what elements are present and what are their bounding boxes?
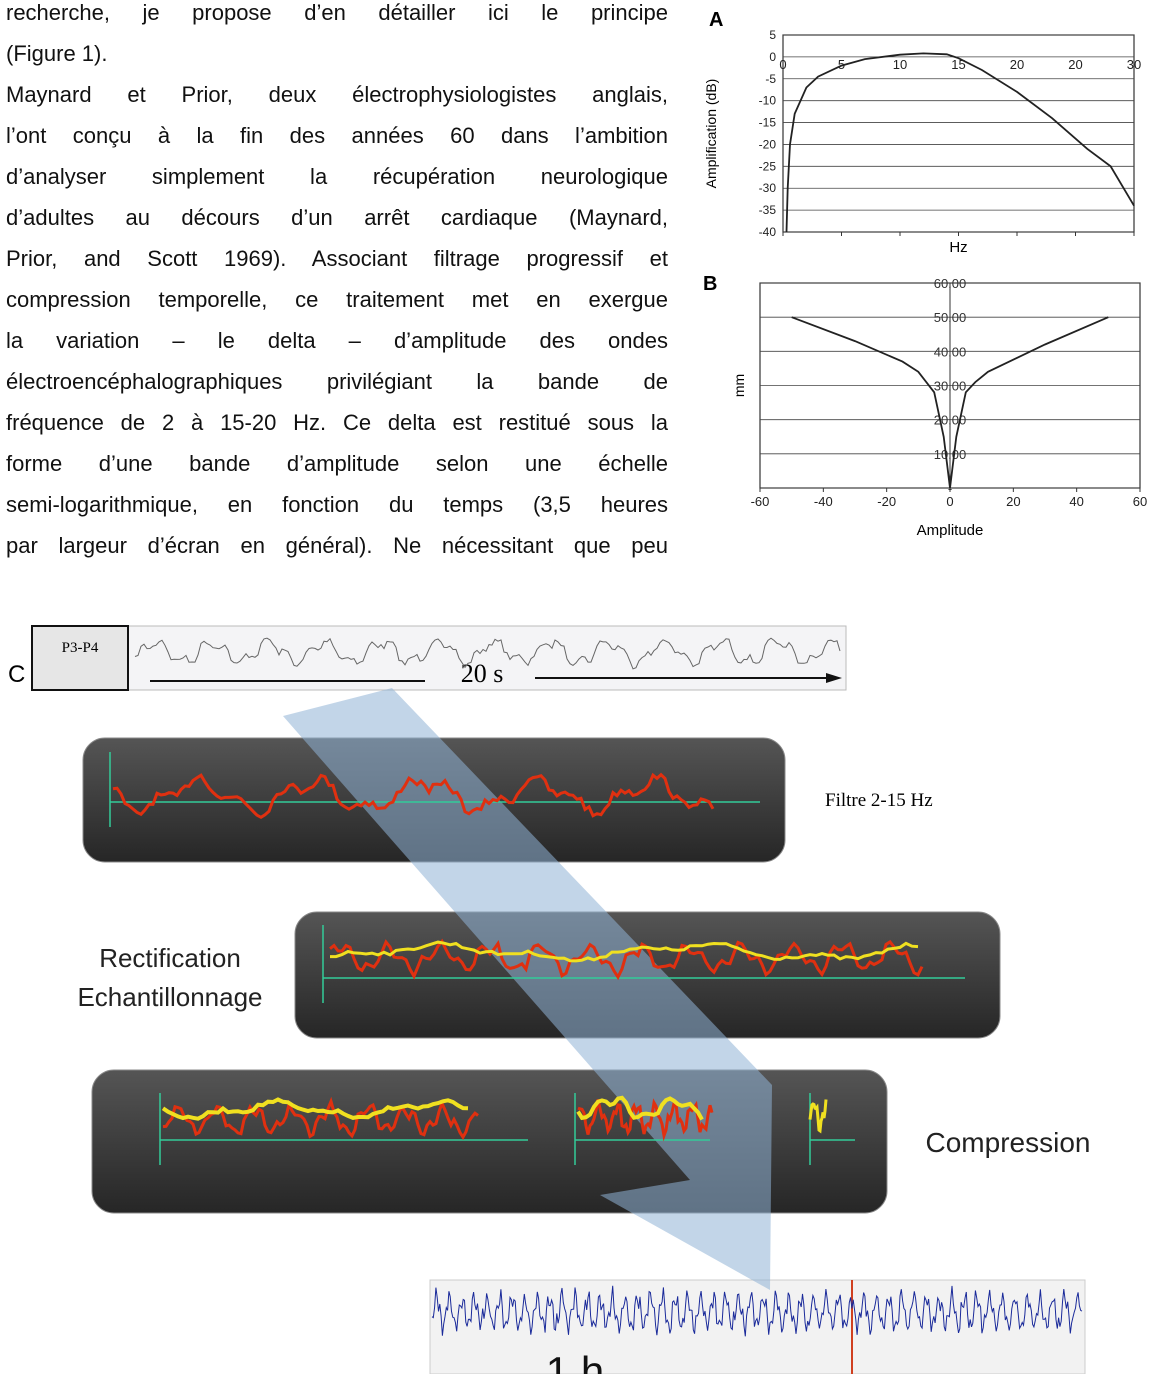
y-axis-label: mm bbox=[731, 374, 747, 397]
waveform bbox=[330, 940, 919, 963]
y-tick-label: -35 bbox=[759, 203, 777, 217]
text-line: d’analyser simplement la récupération ne… bbox=[6, 164, 668, 189]
text-line: forme d’une bande d’amplitude selon une … bbox=[6, 451, 668, 476]
plot-area bbox=[782, 34, 1135, 233]
channel-label: P3-P4 bbox=[62, 640, 99, 656]
duration-label: 20 s bbox=[461, 659, 504, 688]
eeg-strip bbox=[127, 625, 847, 691]
x-tick-label: -20 bbox=[877, 494, 896, 509]
x-tick-label: 5 bbox=[838, 57, 845, 72]
waveform bbox=[112, 772, 715, 820]
x-tick-label: 30 bbox=[1127, 57, 1141, 72]
x-tick-label: 60 bbox=[1133, 494, 1147, 509]
x-tick-label: -40 bbox=[814, 494, 833, 509]
panel-label: A bbox=[709, 9, 723, 31]
text-line: Maynard et Prior, deux électrophysiologi… bbox=[6, 82, 668, 107]
text-line: recherche, je propose d’en détailler ici… bbox=[6, 0, 668, 25]
y-axis-label: Amplification (dB) bbox=[703, 79, 719, 189]
y-tick-label: -30 bbox=[759, 181, 777, 195]
waveform bbox=[431, 1285, 1083, 1337]
text-line: par largeur d’écran en général). Ne néce… bbox=[6, 533, 668, 558]
text-line: électroencéphalographiques privilégiant … bbox=[6, 369, 668, 394]
x-axis-label: Hz bbox=[949, 239, 967, 256]
waveform bbox=[329, 938, 924, 981]
text-line: compression temporelle, ce traitement me… bbox=[6, 287, 668, 312]
y-tick-label: -5 bbox=[765, 72, 776, 86]
y-tick-label: -40 bbox=[759, 225, 777, 239]
text-line: l’ont conçu à la fin des années 60 dans … bbox=[6, 123, 668, 148]
x-tick-label: 20 bbox=[1068, 57, 1082, 72]
text-line: Prior, and Scott 1969). Associant filtra… bbox=[6, 246, 668, 271]
step-label: Filtre 2-15 Hz bbox=[825, 790, 933, 811]
x-tick-label: -60 bbox=[751, 494, 770, 509]
process-arrow bbox=[283, 688, 772, 1290]
y-tick-label: -15 bbox=[759, 116, 777, 130]
line bbox=[791, 316, 1109, 489]
body-text: recherche, je propose d’en détailler ici… bbox=[6, 0, 668, 566]
y-tick-label: -20 bbox=[759, 137, 777, 151]
text-line: fréquence de 2 à 15-20 Hz. Ce delta est … bbox=[6, 410, 668, 435]
waveform bbox=[162, 1096, 479, 1141]
aeeg-strip bbox=[429, 1279, 1086, 1374]
step-label: Rectification bbox=[99, 943, 241, 973]
y-tick-label: -10 bbox=[759, 94, 777, 108]
step-label: Echantillonnage bbox=[77, 982, 262, 1012]
line bbox=[785, 52, 1135, 233]
y-tick-label: 0 bbox=[769, 50, 776, 64]
arrow-head bbox=[826, 673, 842, 683]
x-tick-label: 20 bbox=[1010, 57, 1024, 72]
waveform bbox=[134, 637, 841, 670]
waveform bbox=[576, 1095, 704, 1121]
text-line: (Figure 1). bbox=[6, 41, 108, 66]
waveform bbox=[808, 1099, 828, 1134]
waveform bbox=[161, 1097, 469, 1121]
x-tick-label: 10 bbox=[893, 57, 907, 72]
x-tick-label: 20 bbox=[1006, 494, 1020, 509]
waveform bbox=[577, 1098, 714, 1142]
text-line: d’adultes au décours d’un arrêt cardiaqu… bbox=[6, 205, 668, 230]
channel-box bbox=[31, 625, 129, 691]
y-tick-label: 5 bbox=[769, 28, 776, 42]
x-tick-label: 0 bbox=[946, 494, 953, 509]
text-line: semi-logarithmique, en fonction du temps… bbox=[6, 492, 668, 517]
x-axis-label: Amplitude bbox=[917, 522, 984, 539]
y-tick-label: -25 bbox=[759, 159, 777, 173]
panel-label: C bbox=[8, 661, 25, 688]
x-tick-label: 40 bbox=[1069, 494, 1083, 509]
panel-label: B bbox=[703, 273, 717, 295]
trend-label: 1 h bbox=[546, 1348, 604, 1374]
text-line: la variation – le delta – d’amplitude de… bbox=[6, 328, 668, 353]
x-tick-label: 0 bbox=[779, 57, 786, 72]
step-label: Compression bbox=[926, 1127, 1091, 1158]
